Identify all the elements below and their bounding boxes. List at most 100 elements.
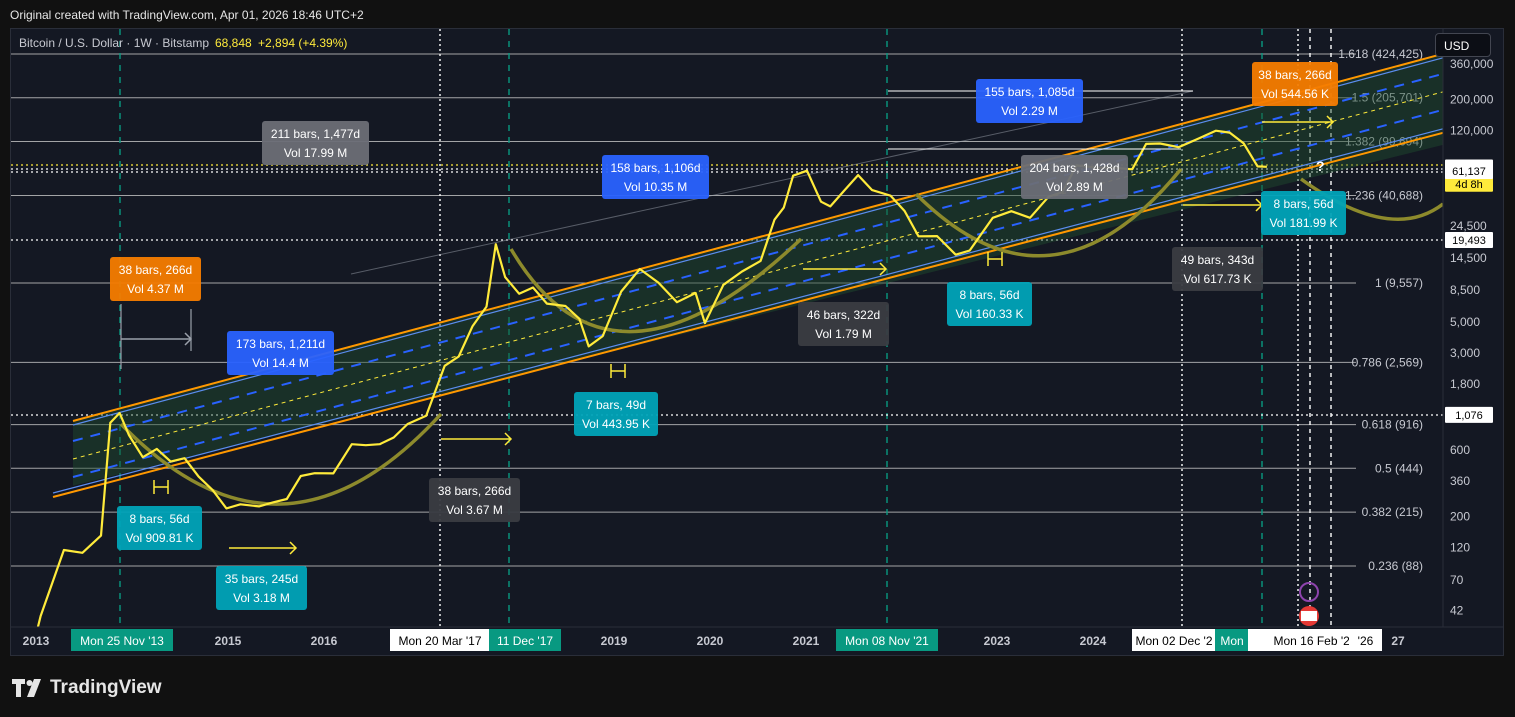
measure-box-bars: 35 bars, 245d — [225, 572, 298, 586]
measure-box: 8 bars, 56d Vol 909.81 K — [117, 506, 202, 550]
time-axis-tick: 2024 — [1080, 634, 1107, 648]
time-axis-tick: 2015 — [215, 634, 242, 648]
measure-box-bars: 38 bars, 266d — [1258, 68, 1331, 82]
tradingview-logo[interactable]: TradingView — [12, 677, 162, 699]
date-label-bg — [1349, 629, 1382, 651]
measure-box-volume: Vol 160.33 K — [955, 307, 1023, 321]
channel-mid-upper — [72, 72, 1444, 442]
date-label-text: Mon 16 Feb '26 — [1273, 634, 1356, 648]
price-tag-value: 19,493 — [1452, 235, 1486, 247]
currency-button[interactable]: USD — [1435, 33, 1491, 57]
measure-box-bars: 7 bars, 49d — [586, 398, 646, 412]
measure-box-bars: 173 bars, 1,211d — [236, 337, 325, 351]
price-tag-countdown: 4d 8h — [1455, 179, 1483, 191]
date-label-bg — [836, 629, 938, 651]
date-label-bg — [1215, 629, 1249, 651]
measure-box-bars: 49 bars, 343d — [1181, 253, 1254, 267]
measure-box-volume: Vol 17.99 M — [284, 146, 347, 160]
symbol-change: +2,894 (+4.39%) — [258, 36, 347, 50]
measure-box: 158 bars, 1,106d Vol 10.35 M — [602, 155, 709, 199]
date-label: Mon 02 Dec '2 — [1132, 629, 1216, 651]
price-axis-tick: 1,800 — [1450, 377, 1480, 391]
range-arrow-head — [504, 432, 513, 446]
chart-pane[interactable]: 1.618 (424,425) 1.5 (205,701) 1.382 (99,69… — [10, 28, 1504, 656]
price-chart[interactable]: 1.618 (424,425) 1.5 (205,701) 1.382 (99,69… — [11, 29, 1503, 655]
time-axis-tick: 2023 — [984, 634, 1011, 648]
fib-level-label: 1.618 (424,425) — [1338, 47, 1423, 61]
measure-box-bg — [1261, 191, 1346, 235]
price-axis — [1443, 29, 1503, 627]
measure-box-bg — [429, 478, 520, 522]
brand-name: TradingView — [50, 677, 162, 698]
measure-box-volume: Vol 3.18 M — [233, 591, 290, 605]
measure-box-bars: 204 bars, 1,428d — [1029, 161, 1119, 175]
duration-bracket — [153, 480, 169, 494]
measure-box-bg — [117, 506, 202, 550]
date-label: 11 Dec '17 — [489, 629, 561, 651]
measure-box: 8 bars, 56d Vol 181.99 K — [1261, 191, 1346, 235]
measure-box-volume: Vol 909.81 K — [125, 531, 193, 545]
cycle-arc — [119, 412, 443, 506]
date-label: Mon 20 Mar '17 — [390, 629, 490, 651]
measure-box: 38 bars, 266d Vol 3.67 M — [429, 478, 520, 522]
measure-box-bars: 38 bars, 266d — [438, 484, 511, 498]
measure-box: 38 bars, 266d Vol 4.37 M — [110, 257, 201, 301]
price-tag-bg — [1445, 231, 1493, 248]
fib-level-label: 0.382 (215) — [1362, 505, 1423, 519]
time-axis-tick: 27 — [1391, 634, 1405, 648]
measure-box: 204 bars, 1,428d Vol 2.89 M — [1021, 155, 1128, 199]
measure-box-bg — [574, 392, 658, 436]
date-label-bg — [1248, 629, 1382, 651]
measure-box-bars: 46 bars, 322d — [807, 308, 880, 322]
date-label-bg — [71, 629, 173, 651]
price-axis-tick: 600 — [1450, 443, 1470, 457]
fib-level-label: 1.236 (40,688) — [1345, 189, 1423, 203]
price-tag: 61,137 — [1445, 162, 1493, 179]
price-axis-tick: 120,000 — [1450, 123, 1494, 137]
fib-level-label: 1.382 (99,694) — [1345, 134, 1423, 148]
measure-box-bg — [1172, 247, 1263, 291]
price-tag-value: 61,137 — [1452, 166, 1486, 178]
measure-box: 211 bars, 1,477d Vol 17.99 M — [262, 121, 369, 165]
fib-level-label: 1 (9,557) — [1375, 276, 1423, 290]
measure-box-volume: Vol 14.4 M — [252, 356, 309, 370]
tradingview-logo-icon — [12, 679, 41, 697]
price-axis-tick: 360,000 — [1450, 57, 1494, 71]
measure-box: 49 bars, 343d Vol 617.73 K — [1172, 247, 1263, 291]
date-label: Mon 25 Nov '13 — [71, 629, 173, 651]
fib-level-label: 0.5 (444) — [1375, 461, 1423, 475]
time-axis-tick: 2020 — [697, 634, 724, 648]
price-tag: 19,493 — [1445, 231, 1493, 248]
date-label: '26 — [1349, 629, 1382, 651]
price-axis-tick: 120 — [1450, 540, 1470, 554]
date-label: Mon — [1215, 629, 1249, 651]
measure-box: 173 bars, 1,211d Vol 14.4 M — [227, 331, 334, 375]
time-axis-tick: 2013 — [23, 634, 50, 648]
symbol-price: 68,848 — [215, 36, 252, 50]
measure-box-bg — [227, 331, 334, 375]
measure-box-volume: Vol 181.99 K — [1269, 216, 1337, 230]
date-label-bg — [1132, 629, 1216, 651]
measure-box-bg — [798, 302, 889, 346]
channel-mid-lower — [72, 108, 1444, 478]
measure-box-volume: Vol 617.73 K — [1183, 272, 1251, 286]
measure-box: 7 bars, 49d Vol 443.95 K — [574, 392, 658, 436]
price-tag-value: 1,076 — [1455, 410, 1483, 422]
date-label-bg — [489, 629, 561, 651]
price-axis-tick: 3,000 — [1450, 346, 1480, 360]
price-tag: 1,076 — [1445, 406, 1493, 423]
duration-bracket — [610, 364, 626, 378]
date-label-text: Mon 02 Dec '2 — [1136, 634, 1213, 648]
measure-box-volume: Vol 544.56 K — [1261, 87, 1329, 101]
measure-box-bg — [110, 257, 201, 301]
fib-level-label: 0.618 (916) — [1362, 418, 1423, 432]
measure-box-bars: 38 bars, 266d — [119, 263, 192, 277]
measure-box-bg — [947, 282, 1032, 326]
measure-box-volume: Vol 1.79 M — [815, 327, 872, 341]
fib-level-label: 0.786 (2,569) — [1352, 355, 1423, 369]
measure-box-bg — [1252, 62, 1338, 106]
measure-box-bars: 8 bars, 56d — [1273, 197, 1333, 211]
measure-box: 155 bars, 1,085d Vol 2.29 M — [976, 79, 1083, 123]
cycle-arc — [914, 167, 1183, 258]
measure-box: 46 bars, 322d Vol 1.79 M — [798, 302, 889, 346]
